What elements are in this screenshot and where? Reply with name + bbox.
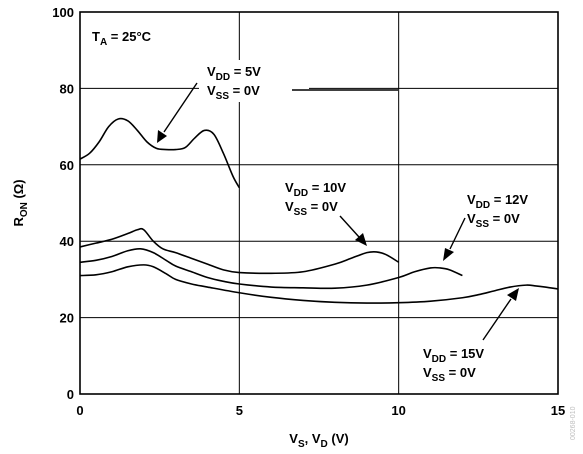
arrow-10v-line [339, 215, 360, 238]
arrow-15v-line [482, 298, 512, 341]
x-tick-labels: 0 5 10 15 [76, 403, 565, 418]
x-axis-title: VS, VD (V) [289, 431, 348, 450]
label-10v-vss-value: = 0V [311, 199, 338, 214]
label-12v-vdd-value: = 12V [494, 192, 529, 207]
label-12v-vss-value: = 0V [493, 211, 520, 226]
y-axis-title: RON (Ω) [11, 179, 30, 226]
temperature-note: TA = 25°C [92, 29, 152, 48]
x-tick-label-2: 10 [391, 403, 405, 418]
y-tick-label-2: 40 [60, 234, 74, 249]
grid-lines [80, 12, 558, 394]
figure-id-watermark: 00268-010 [570, 406, 577, 440]
label-10v-vdd-value: = 10V [312, 180, 347, 195]
label-10v-vss: VSS = 0V [285, 199, 338, 218]
y-tick-label-3: 60 [60, 158, 74, 173]
label-15v-vdd-value: = 15V [450, 346, 485, 361]
temperature-note-sub: A [100, 37, 107, 48]
label-5v-vdd-value: = 5V [234, 64, 261, 79]
y-tick-labels: 0 20 40 60 80 100 [52, 5, 74, 402]
x-tick-label-1: 5 [236, 403, 243, 418]
curve-series-2 [79, 247, 463, 290]
label-15v-vss-value: = 0V [449, 365, 476, 380]
label-12v-vss: VSS = 0V [467, 211, 520, 230]
arrow-12v-line [449, 217, 466, 250]
y-tick-label-4: 80 [60, 81, 74, 96]
label-12v-vdd: VDD = 12V [467, 192, 528, 211]
label-5v-vss-value: = 0V [233, 83, 260, 98]
label-15v-background [416, 344, 508, 384]
plot-frame [79, 11, 559, 395]
curve-series-3 [79, 264, 559, 304]
x-tick-label-3: 15 [551, 403, 565, 418]
arrow-5v-line [163, 82, 198, 133]
label-10v-vdd: VDD = 10V [285, 180, 346, 199]
y-tick-label-1: 20 [60, 311, 74, 326]
curve-series-1 [79, 227, 400, 275]
arrow-12v-head [443, 248, 454, 261]
label-5v-background [199, 60, 309, 102]
temperature-note-end: = 25°C [107, 29, 151, 44]
y-tick-label-5: 100 [52, 5, 74, 20]
arrow-15v-head [507, 288, 519, 301]
temperature-note-main: T [92, 29, 100, 44]
arrow-10v-head [355, 233, 367, 246]
y-tick-label-0: 0 [67, 387, 74, 402]
arrow-5v-head [157, 130, 167, 143]
x-tick-label-0: 0 [76, 403, 83, 418]
curves [79, 117, 559, 304]
curve-series-0 [79, 117, 241, 189]
